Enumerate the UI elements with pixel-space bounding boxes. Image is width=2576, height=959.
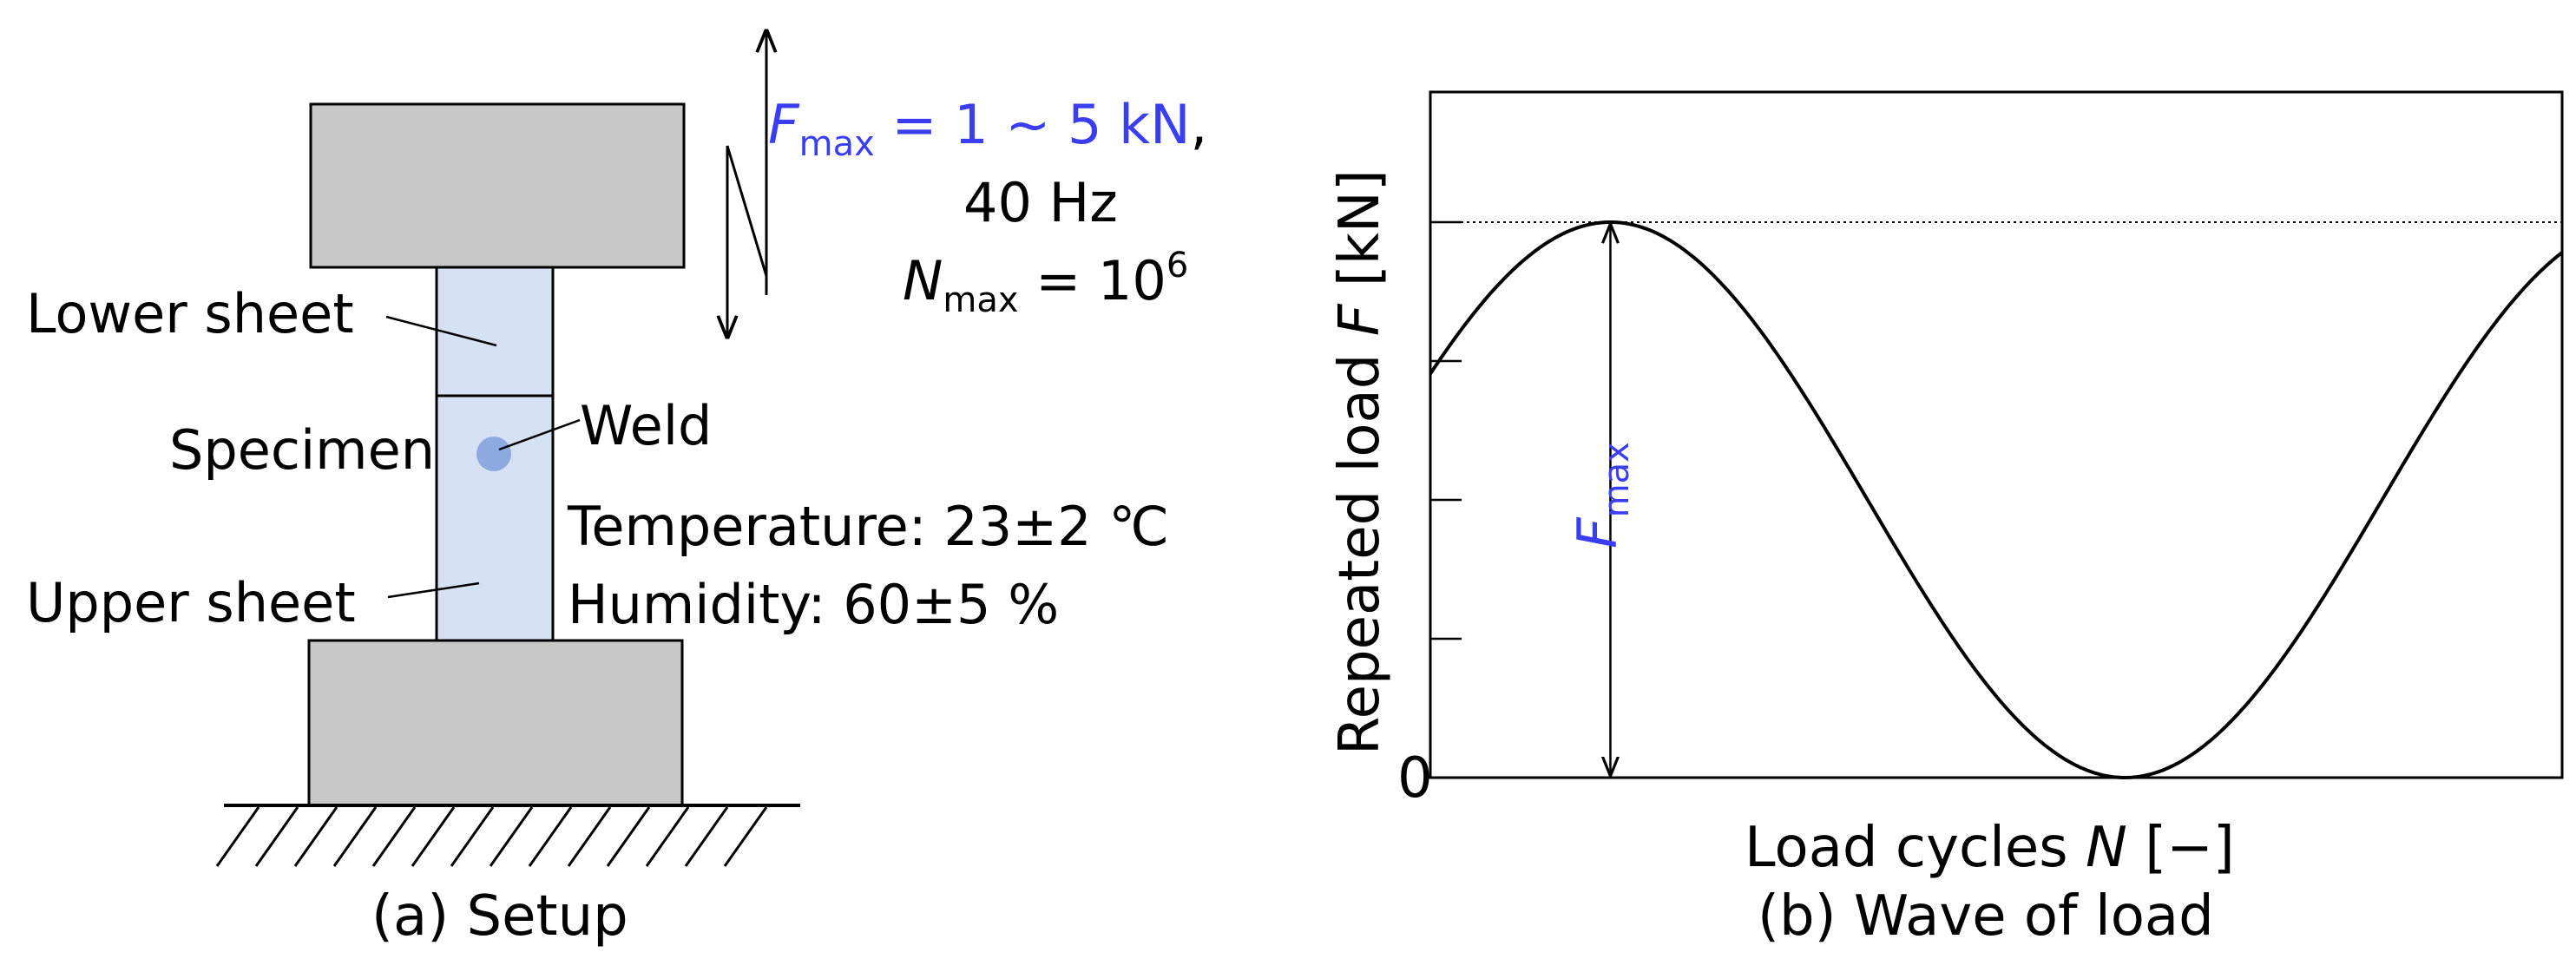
y-ticks [1430, 220, 1462, 640]
cycles-exp: 6 [1166, 246, 1188, 286]
weld-leader [498, 418, 581, 451]
cycles-symbol-n: N [903, 249, 943, 312]
upper-grip [309, 102, 686, 269]
x-axis-label-unit: [−] [2127, 816, 2235, 880]
wave-caption: (b) Wave of load [1758, 884, 2214, 949]
y-axis-label-unit: [kN] [1328, 169, 1392, 304]
specimen-label: Specimen [169, 418, 435, 482]
x-axis-label-var: N [2086, 816, 2127, 880]
x-axis-label: Load cycles N [−] [1745, 816, 2235, 880]
upper-sheet-label: Upper sheet [26, 571, 356, 634]
cycles-label: Nmax = 106 [903, 246, 1188, 320]
load-symbol-sub: max [799, 124, 875, 164]
load-symbol-f: F [768, 93, 800, 156]
load-zigzag [726, 145, 768, 333]
humidity-label: Humidity: 60±5 % [568, 573, 1059, 636]
lower-grip [307, 639, 684, 807]
frequency-label: 40 Hz [963, 171, 1118, 234]
plot-frame [1429, 90, 2564, 779]
weld-spot [476, 437, 511, 471]
x-axis-label-text: Load cycles [1745, 816, 2086, 880]
series-line [1429, 220, 2564, 780]
weld-label: Weld [580, 394, 712, 457]
ground-hatching [215, 806, 768, 867]
upper-sheet-leader [387, 581, 480, 599]
setup-panel: Lower sheet Specimen Weld Upper sheet Fm… [26, 31, 1207, 949]
y-axis-label-var: F [1328, 303, 1392, 336]
y-axis-label: Repeated load F [kN] [1328, 169, 1392, 755]
load-range-comma: , [1190, 93, 1207, 156]
cycles-eq: = 10 [1019, 249, 1166, 312]
load-range-label: Fmax = 1 ∼ 5 kN, [768, 93, 1207, 164]
y-axis-label-text: Repeated load [1328, 336, 1392, 755]
lower-sheet-label: Lower sheet [26, 282, 354, 345]
temperature-label: Temperature: 23±2 ℃ [567, 495, 1169, 558]
lower-sheet-leader [385, 315, 497, 347]
upper-sheet [435, 394, 555, 642]
fmax-symbol-f: F [1566, 516, 1629, 548]
lower-sheet [435, 266, 555, 397]
setup-caption: (a) Setup [371, 884, 628, 949]
wave-panel: Fmax 0 Repeated load F [kN] Load cycles … [1328, 90, 2564, 949]
load-range-value: = 1 ∼ 5 kN [875, 93, 1191, 156]
fmax-symbol-sub: max [1597, 442, 1637, 517]
fmax-label: Fmax [1566, 442, 1637, 548]
cycles-symbol-sub: max [943, 280, 1018, 320]
y-tick-label-zero: 0 [1397, 746, 1433, 811]
